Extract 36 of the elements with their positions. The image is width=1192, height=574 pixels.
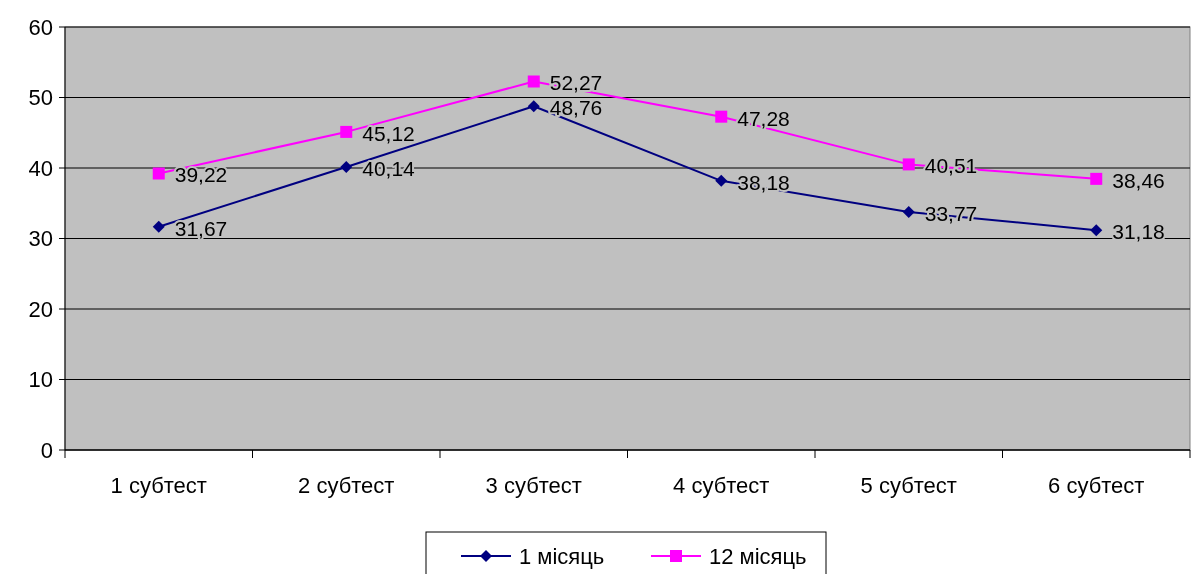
- data-label: 31,67: [174, 216, 228, 240]
- y-tick-label: 20: [28, 296, 53, 322]
- point: [340, 125, 353, 138]
- data-label: 47,28: [737, 106, 790, 130]
- x-tick-label: 4 субтест: [673, 473, 770, 498]
- data-label: 45,12: [362, 121, 415, 145]
- data-label: 52,27: [549, 71, 603, 95]
- x-tick-label: 2 субтест: [298, 473, 395, 498]
- data-label: 38,18: [737, 170, 790, 194]
- x-tick-label: 1 субтест: [110, 473, 207, 498]
- point: [902, 158, 915, 171]
- point: [715, 174, 728, 187]
- y-tick-label: 40: [28, 155, 53, 181]
- y-tick-label: 10: [28, 367, 53, 393]
- point: [1090, 172, 1103, 185]
- data-label: 39,22: [174, 163, 228, 187]
- y-tick-label: 30: [28, 226, 53, 252]
- point: [152, 167, 165, 180]
- y-tick-label: 0: [40, 437, 53, 463]
- point: [1090, 224, 1103, 237]
- point: [715, 110, 728, 123]
- point: [340, 161, 353, 174]
- y-tick-label: 50: [28, 85, 53, 111]
- point: [527, 75, 540, 88]
- x-tick-label: 3 субтест: [485, 473, 582, 498]
- y-tick-label: 60: [28, 14, 53, 40]
- legend-label: 12 місяць: [709, 543, 807, 569]
- x-tick-label: 6 субтест: [1048, 473, 1145, 498]
- point: [527, 100, 540, 113]
- x-tick-label: 5 субтест: [860, 473, 957, 498]
- point: [152, 220, 165, 233]
- data-label: 48,76: [549, 96, 603, 120]
- data-label: 38,46: [1112, 168, 1165, 192]
- data-label: 40,14: [362, 157, 416, 181]
- legend-label: 1 місяць: [519, 543, 605, 569]
- point: [902, 205, 915, 218]
